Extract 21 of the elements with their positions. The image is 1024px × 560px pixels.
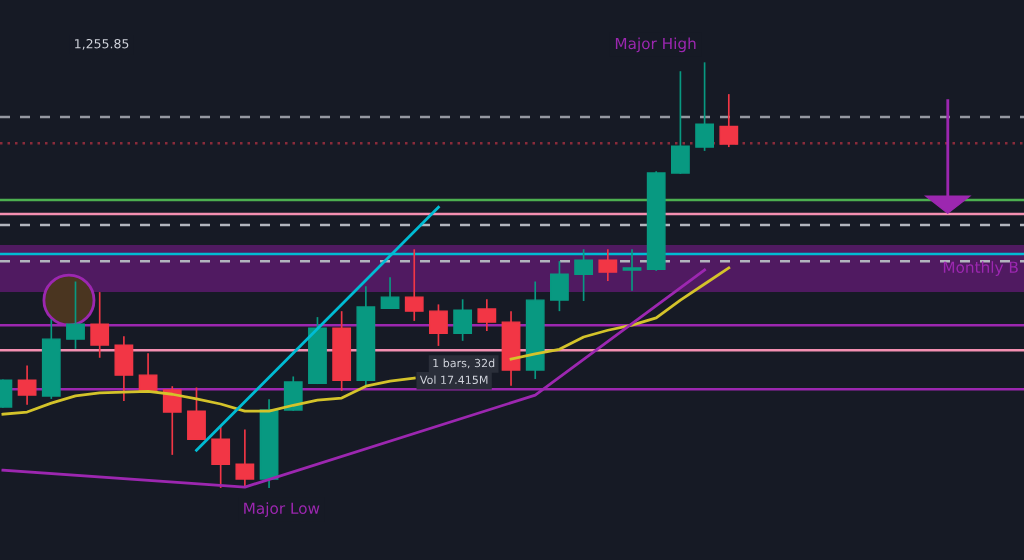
candlestick <box>235 429 255 488</box>
candlestick <box>719 94 739 148</box>
candlestick <box>598 249 618 282</box>
candlestick <box>66 281 85 349</box>
candlestick <box>429 304 448 346</box>
candlestick <box>477 299 497 332</box>
candlestick <box>453 299 473 341</box>
candlestick <box>162 386 182 455</box>
candlestick <box>90 292 110 358</box>
band-label: Monthly B <box>943 261 1018 276</box>
candlestick <box>380 277 400 310</box>
candlestick <box>622 249 642 291</box>
annotation: 1 bars, 32d <box>433 358 495 369</box>
candlestick <box>404 249 424 321</box>
candlestick <box>17 365 37 405</box>
annotation: Vol 17.415M <box>419 375 488 385</box>
candlestick <box>574 249 594 301</box>
text: Major High <box>615 37 696 53</box>
text: 1,255.85 <box>75 38 129 50</box>
candlestick <box>695 62 715 151</box>
text: Major Low <box>244 502 320 517</box>
